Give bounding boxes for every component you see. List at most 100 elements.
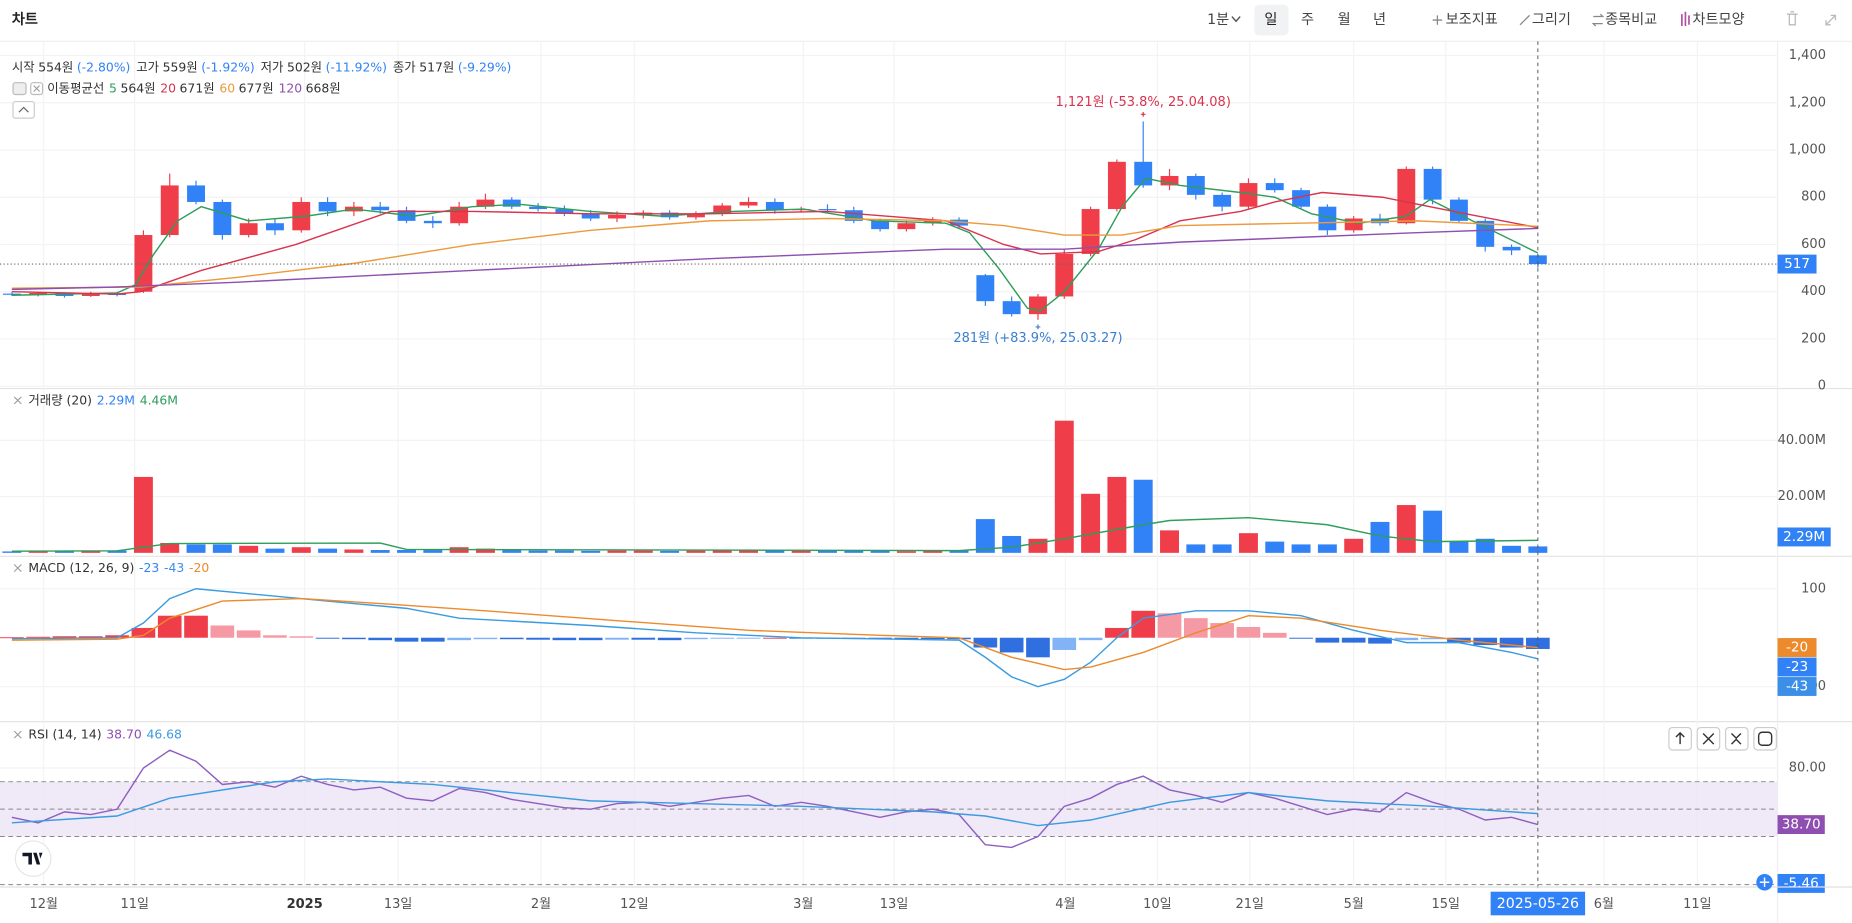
trash-icon[interactable]	[1786, 11, 1798, 26]
legend-value: 4.46M	[140, 392, 178, 407]
candle-body	[213, 201, 232, 236]
volume-bar	[239, 545, 259, 553]
macd-histogram-bar	[920, 637, 945, 640]
volume-bar	[791, 550, 811, 553]
legend-value: 2.29M	[97, 392, 135, 407]
indicator-button[interactable]: 보조지표	[1446, 12, 1498, 28]
legend-value: 38.70	[106, 726, 142, 741]
collapse-legend-button[interactable]	[12, 100, 35, 119]
volume-bar	[818, 550, 837, 553]
macd-histogram-bar	[1236, 626, 1261, 638]
volume-bar	[186, 544, 206, 553]
candle-body	[2, 293, 21, 295]
volume-bar	[1133, 479, 1153, 553]
candle-body	[1213, 194, 1232, 207]
axis-value-label: 38.70	[1782, 817, 1821, 833]
macd-histogram-bar	[1289, 637, 1313, 639]
legend-value: 46.68	[146, 726, 182, 741]
candle-body	[81, 293, 100, 296]
candle-body	[1265, 183, 1284, 191]
cursor-date-label: 2025-05-26	[1497, 896, 1579, 912]
candle-body	[818, 209, 837, 211]
volume-bar	[1528, 546, 1548, 553]
legend-series-name: 120	[278, 80, 302, 95]
candle-body	[423, 220, 442, 224]
macd-histogram-bar	[1262, 632, 1287, 638]
candle-body	[739, 201, 758, 206]
ma-line	[11, 191, 1539, 295]
compare-button[interactable]: 종목비교	[1605, 12, 1657, 28]
y-tick-label: 600	[1801, 237, 1826, 252]
legend-name: RSI (14, 14)	[28, 726, 101, 741]
x-tick-label: 11일	[1683, 897, 1711, 912]
draw-icon	[1519, 14, 1530, 26]
ma-line	[11, 177, 1539, 312]
volume-bar	[212, 544, 232, 553]
volume-bar	[318, 548, 338, 553]
x-tick-label: 10일	[1143, 897, 1171, 912]
period-button[interactable]: 일	[1264, 12, 1277, 28]
x-tick-label: 13일	[384, 897, 412, 912]
volume-bar	[291, 547, 311, 553]
candle-body	[476, 199, 495, 207]
macd-histogram-bar	[1105, 627, 1129, 638]
macd-histogram-bar	[1368, 637, 1392, 644]
volume-bar	[1081, 493, 1101, 553]
macd-histogram-bar	[52, 636, 77, 638]
macd-line	[11, 588, 1539, 688]
interval-select[interactable]: 1분	[1207, 12, 1229, 28]
x-tick-label: 12일	[620, 897, 648, 912]
period-button[interactable]: 월	[1338, 12, 1351, 28]
remove-indicator	[13, 730, 22, 739]
candle-body	[1423, 168, 1442, 200]
period-button[interactable]: 년	[1373, 12, 1386, 28]
macd-histogram-bar	[578, 637, 603, 641]
period-button[interactable]: 주	[1301, 12, 1314, 28]
maximize-pane-button[interactable]	[1753, 726, 1777, 751]
volume-bar	[370, 550, 390, 553]
candle-body	[502, 199, 521, 207]
visibility-toggle[interactable]	[12, 82, 27, 96]
volume-bar	[502, 550, 522, 553]
legend-name: 거래량 (20)	[28, 392, 92, 407]
volume-bar	[1107, 476, 1127, 553]
candle-body	[1002, 301, 1021, 315]
pane-legend: MACD (12, 26, 9) -23 -43 -20	[28, 560, 209, 575]
ma-line	[11, 217, 1538, 289]
macd-histogram-bar	[420, 637, 445, 642]
pane-buttons	[1668, 726, 1777, 751]
volume-bar	[1344, 538, 1364, 553]
selected-period-bg	[1254, 4, 1289, 36]
x-tick-label: 13일	[880, 897, 908, 912]
volume-bar	[1160, 530, 1179, 553]
volume-bar	[844, 550, 864, 553]
axis-value-label: -43	[1786, 678, 1808, 694]
draw-button[interactable]: 그리기	[1532, 12, 1571, 28]
volume-bar	[870, 550, 890, 553]
x-tick-label: 2025	[287, 897, 323, 912]
macd-histogram-bar	[1420, 637, 1445, 640]
macd-histogram-bar	[105, 635, 129, 638]
collapse-pane-button[interactable]	[1724, 726, 1749, 751]
volume-bar	[975, 519, 995, 553]
plus-icon	[1432, 15, 1443, 25]
compare-icon	[1591, 13, 1605, 27]
candle-body	[1292, 190, 1311, 207]
ma-legend: 이동평균선 5 564원 20 671원 60 677원 120 668원	[47, 80, 340, 95]
candle-body	[871, 220, 890, 230]
axis-value-box	[1777, 657, 1817, 677]
macd-histogram-bar	[1341, 637, 1366, 643]
x-icon	[33, 85, 40, 92]
axis-value-label: -23	[1786, 659, 1808, 675]
candle-body	[1055, 253, 1074, 297]
legend-value: -20	[189, 560, 209, 575]
macd-histogram-bar	[1499, 637, 1524, 648]
chart-style-button[interactable]: 차트모양	[1693, 12, 1745, 28]
macd-histogram-bar	[394, 637, 419, 642]
volume-bar	[107, 550, 127, 553]
volume-bar	[423, 550, 443, 553]
volume-bar	[1449, 541, 1469, 553]
collapse-icon[interactable]	[1825, 14, 1837, 26]
legend-series-name: 20	[160, 80, 176, 95]
